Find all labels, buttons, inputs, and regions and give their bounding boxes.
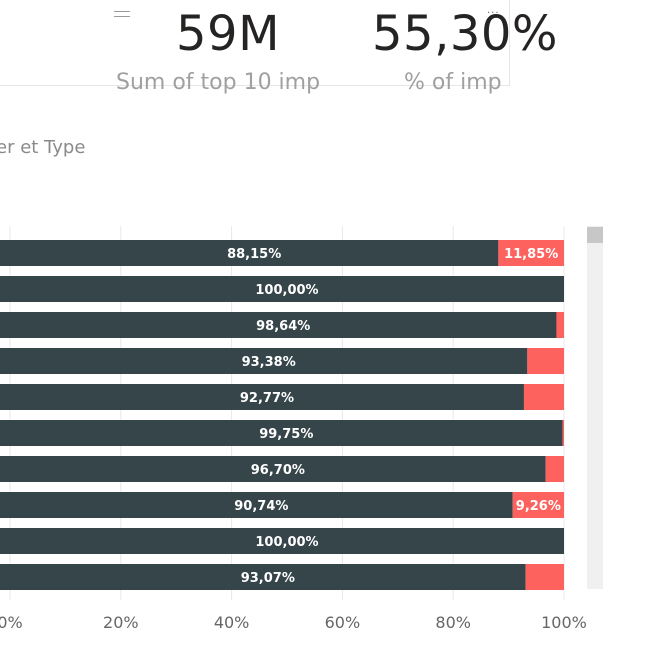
bar-segment-main [0, 276, 564, 302]
bar-segment-main [0, 564, 526, 590]
bar-segment-main [0, 492, 513, 518]
bar-segment-rest [498, 240, 564, 266]
bar-segment-rest [556, 312, 564, 338]
x-tick-label: 60% [325, 613, 361, 632]
bar-data-label-main: 100,00% [255, 535, 318, 550]
bar-segment-main [0, 312, 557, 338]
bar-data-label-rest: 9,26% [516, 499, 561, 514]
more-options-icon[interactable]: ··· [487, 8, 500, 19]
bar-segment-rest [525, 564, 564, 590]
kpi-label-pct-imp: % of imp [404, 70, 502, 95]
bar-segment-rest [545, 456, 564, 482]
chart-scrollbar-track[interactable] [587, 226, 603, 589]
kpi-label-sum-top10: Sum of top 10 imp [116, 70, 321, 95]
x-tick-label: 20% [103, 613, 139, 632]
x-tick-label: 40% [214, 613, 250, 632]
bar-segment-main [0, 420, 563, 446]
kpi-value-pct-imp: 55,30% [372, 6, 559, 62]
bar-data-label-main: 93,38% [242, 355, 296, 370]
bar-data-label-main: 93,07% [241, 571, 295, 586]
bar-data-label-main: 99,75% [259, 427, 313, 442]
bar-data-label-main: 90,74% [234, 499, 288, 514]
x-tick-label: 100% [541, 613, 587, 632]
bar-segment-main [0, 240, 499, 266]
bar-data-label-main: 92,77% [240, 391, 294, 406]
bar-segment-rest [523, 384, 564, 410]
bar-data-label-rest: 11,85% [504, 247, 558, 262]
bar-data-label-main: 96,70% [251, 463, 305, 478]
bar-data-label-main: 100,00% [255, 283, 318, 298]
bar-segment-rest [527, 348, 564, 374]
bar-segment-main [0, 348, 528, 374]
bar-data-label-main: 88,15% [227, 247, 281, 262]
x-tick-label: 80% [435, 613, 471, 632]
bar-segment-main [0, 456, 546, 482]
drag-handle-icon[interactable] [114, 11, 130, 17]
kpi-card-frame [0, 0, 510, 86]
bar-segment-rest [562, 420, 564, 446]
bar-data-label-main: 98,64% [256, 319, 310, 334]
chart-scrollbar-thumb[interactable] [587, 227, 603, 243]
chart-title: er et Type [0, 137, 86, 158]
bar-segment-main [0, 384, 524, 410]
bar-segment-rest [512, 492, 564, 518]
bar-segment-main [0, 528, 564, 554]
kpi-value-sum-top10: 59M [176, 6, 280, 62]
x-tick-label: 0% [0, 613, 23, 632]
